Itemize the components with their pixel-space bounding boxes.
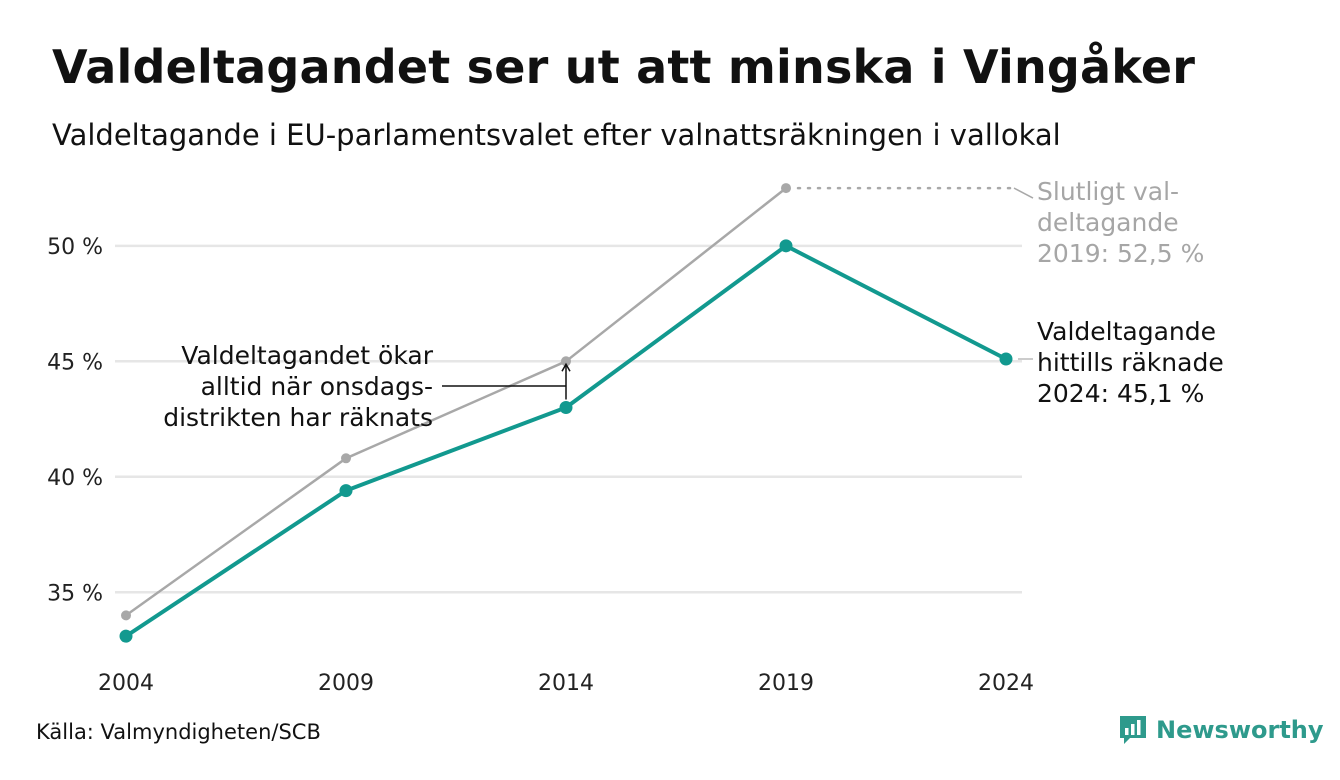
annotation-counted-2024-line: Valdeltagande [1037, 317, 1216, 346]
y-tick-label: 40 % [47, 466, 103, 491]
y-tick-label: 35 % [47, 581, 103, 606]
series-line-counted [124, 243, 1007, 638]
series-layer [119, 183, 1013, 643]
chart-title: Valdeltagandet ser ut att minska i Vingå… [52, 40, 1196, 94]
annotation-counted-2024-line: 2024: 45,1 % [1037, 379, 1204, 408]
x-tick-label: 2024 [978, 671, 1034, 696]
data-point-counted [339, 484, 353, 498]
annotation-counted-2024-line: hittills räknade [1037, 348, 1224, 377]
annotation-wednesday-line: distrikten har räknats [163, 403, 433, 432]
annotation-wednesday-line: alltid när onsdags- [201, 372, 433, 401]
annotation-final-2019-line: deltagande [1037, 208, 1179, 237]
y-tick-label: 50 % [47, 235, 103, 260]
newsworthy-logo-text: Newsworthy [1156, 716, 1324, 744]
y-tick-label: 45 % [47, 350, 103, 375]
data-point-counted [559, 401, 573, 414]
source-note: Källa: Valmyndigheten/SCB [36, 720, 321, 744]
newsworthy-logo-icon [1120, 716, 1146, 744]
chart-subtitle: Valdeltagande i EU-parlamentsvalet efter… [52, 118, 1061, 152]
x-tick-label: 2014 [538, 671, 594, 696]
data-point-final [781, 183, 791, 194]
data-point-final [121, 610, 131, 621]
data-point-final [341, 453, 351, 464]
data-point-counted [119, 629, 133, 643]
newsworthy-logo: Newsworthy [1118, 714, 1324, 746]
x-tick-label: 2009 [318, 671, 374, 696]
data-point-counted [999, 352, 1013, 366]
x-axis: 2004 2009 2014 2019 2024 [98, 671, 1034, 696]
annotation-final-2019-line: 2019: 52,5 % [1037, 239, 1204, 268]
annotation-leader-tick [1013, 187, 1034, 199]
annotation-final-2019-line: Slutligt val- [1037, 177, 1179, 206]
data-point-counted [779, 239, 793, 253]
x-tick-label: 2004 [98, 671, 154, 696]
y-axis: 35 % 40 % 45 % 50 % [47, 235, 103, 606]
data-point-final [561, 356, 571, 367]
annotation-wednesday-line: Valdeltagandet ökar [181, 341, 433, 370]
series-line-final [125, 187, 787, 617]
x-tick-label: 2019 [758, 671, 814, 696]
annotation-arrow-head [561, 362, 571, 372]
